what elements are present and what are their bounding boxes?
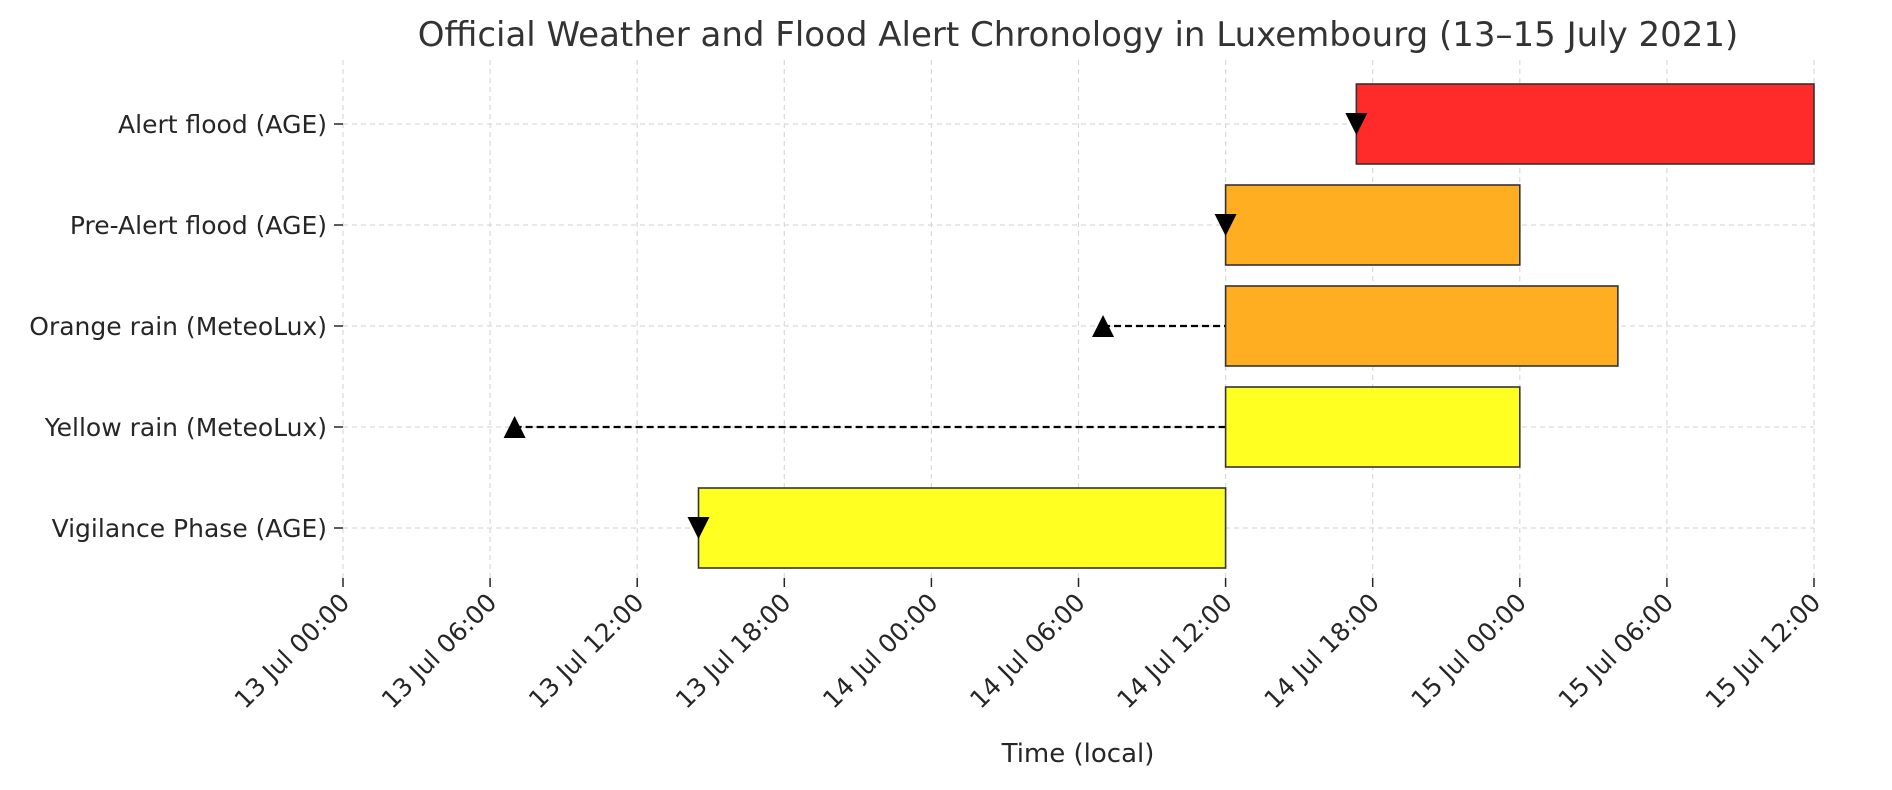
x-tick-label: 14 Jul 18:00 [1258,588,1385,715]
triangle-down-marker [1214,214,1237,236]
x-tick-label: 15 Jul 06:00 [1553,588,1680,715]
alert-bar [1224,184,1521,266]
triangle-up-marker [503,416,526,438]
y-tick-label: Orange rain (MeteoLux) [29,312,327,341]
alert-bar [1224,285,1619,367]
alert-bar [1224,386,1521,468]
markers [503,113,1368,539]
triangle-up-marker [1092,315,1115,337]
triangle-down-marker [687,517,710,539]
bars [697,83,1815,569]
y-tick-label: Yellow rain (MeteoLux) [44,413,327,442]
x-tick-label: 13 Jul 00:00 [229,588,356,715]
x-tick-label: 14 Jul 00:00 [817,588,944,715]
y-tick-label: Pre-Alert flood (AGE) [70,211,327,240]
alert-bar [1355,83,1815,165]
triangle-down-marker [1345,113,1368,135]
y-tick-label: Alert flood (AGE) [118,110,327,139]
x-tick-label: 15 Jul 12:00 [1700,588,1827,715]
x-tick-label: 13 Jul 12:00 [523,588,650,715]
x-axis: 13 Jul 00:00 13 Jul 06:00 13 Jul 12:00 13 J… [229,578,1827,715]
dashed-links [514,324,1226,429]
x-tick-label: 14 Jul 12:00 [1111,588,1238,715]
x-tick-label: 15 Jul 00:00 [1406,588,1533,715]
chart-title: Official Weather and Flood Alert Chronol… [418,15,1739,55]
alert-bar [697,487,1227,569]
y-axis: Vigilance Phase (AGE) Yellow rain (MeteoL… [29,110,343,543]
x-tick-label: 14 Jul 06:00 [964,588,1091,715]
x-tick-label: 13 Jul 06:00 [376,588,503,715]
x-tick-label: 13 Jul 18:00 [670,588,797,715]
y-tick-label: Vigilance Phase (AGE) [52,514,327,543]
x-axis-label: Time (local) [1001,739,1155,769]
